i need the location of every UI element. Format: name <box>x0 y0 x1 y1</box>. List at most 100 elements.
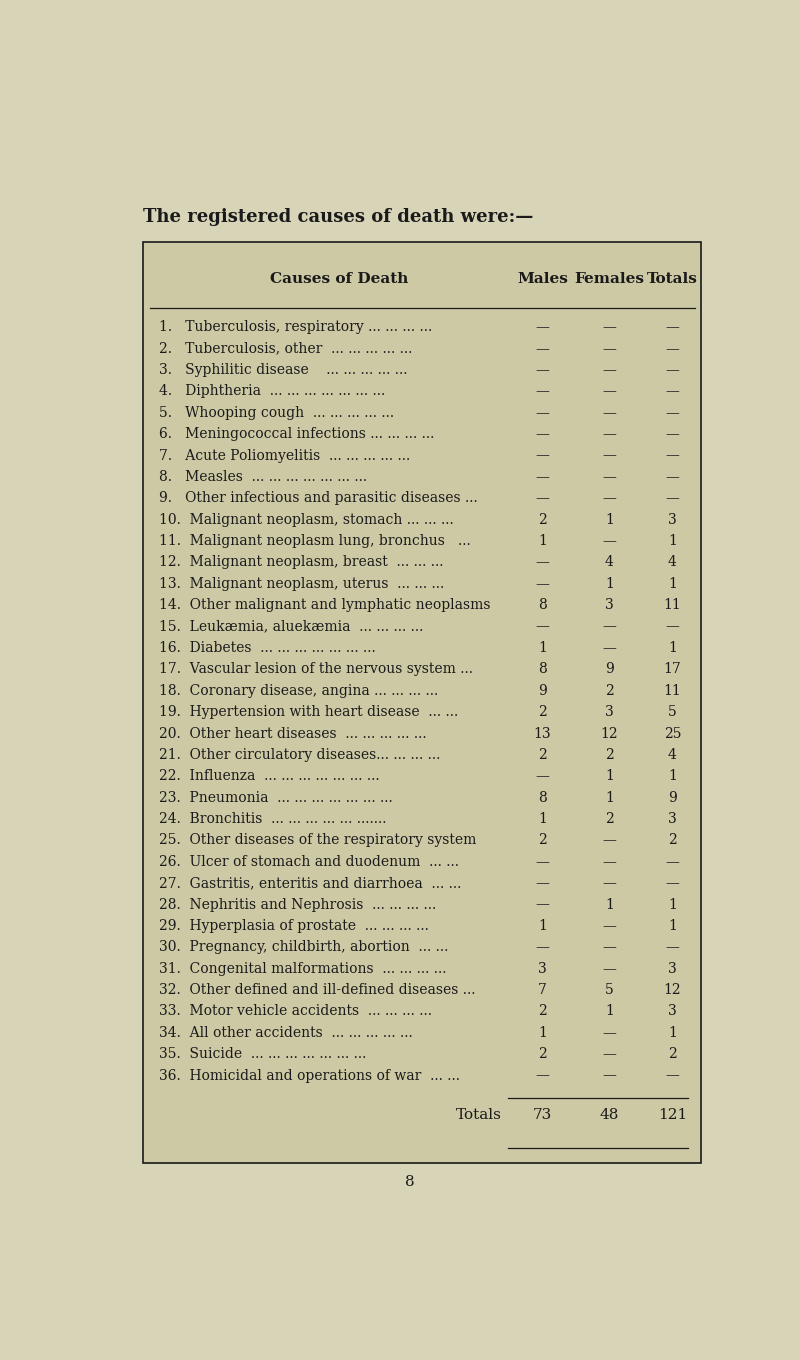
Text: 4: 4 <box>668 748 677 762</box>
Text: —: — <box>602 940 616 955</box>
Text: —: — <box>602 620 616 634</box>
Text: —: — <box>535 449 550 462</box>
Text: —: — <box>535 855 550 869</box>
Text: 27.  Gastritis, enteritis and diarrhoea  ... ...: 27. Gastritis, enteritis and diarrhoea .… <box>159 876 462 891</box>
Text: 15.  Leukæmia, aluekæmia  ... ... ... ...: 15. Leukæmia, aluekæmia ... ... ... ... <box>159 620 423 634</box>
Text: Males: Males <box>517 272 568 286</box>
Text: —: — <box>666 620 679 634</box>
Text: —: — <box>602 855 616 869</box>
Text: 5: 5 <box>605 983 614 997</box>
Text: 3: 3 <box>538 962 546 975</box>
Text: —: — <box>602 1047 616 1061</box>
Text: —: — <box>602 1069 616 1083</box>
Text: —: — <box>535 876 550 891</box>
Text: —: — <box>602 405 616 420</box>
Text: —: — <box>602 449 616 462</box>
Text: 33.  Motor vehicle accidents  ... ... ... ...: 33. Motor vehicle accidents ... ... ... … <box>159 1005 432 1019</box>
Text: —: — <box>535 940 550 955</box>
Text: 9.   Other infectious and parasitic diseases ...: 9. Other infectious and parasitic diseas… <box>159 491 478 506</box>
Text: —: — <box>602 534 616 548</box>
Text: 16.  Diabetes  ... ... ... ... ... ... ...: 16. Diabetes ... ... ... ... ... ... ... <box>159 641 376 656</box>
Text: 23.  Pneumonia  ... ... ... ... ... ... ...: 23. Pneumonia ... ... ... ... ... ... ..… <box>159 790 393 805</box>
Text: 7: 7 <box>538 983 547 997</box>
Text: 2.   Tuberculosis, other  ... ... ... ... ...: 2. Tuberculosis, other ... ... ... ... .… <box>159 341 412 356</box>
Text: —: — <box>602 641 616 656</box>
Text: 13: 13 <box>534 726 551 740</box>
Text: —: — <box>602 363 616 377</box>
Text: 9: 9 <box>668 790 677 805</box>
Text: 2: 2 <box>668 834 677 847</box>
Text: 18.  Coronary disease, angina ... ... ... ...: 18. Coronary disease, angina ... ... ...… <box>159 684 438 698</box>
Text: —: — <box>535 1069 550 1083</box>
Text: 13.  Malignant neoplasm, uterus  ... ... ...: 13. Malignant neoplasm, uterus ... ... .… <box>159 577 444 590</box>
Text: 31.  Congenital malformations  ... ... ... ...: 31. Congenital malformations ... ... ...… <box>159 962 446 975</box>
Text: —: — <box>535 898 550 911</box>
Text: —: — <box>535 491 550 506</box>
Text: 2: 2 <box>538 834 546 847</box>
Text: 20.  Other heart diseases  ... ... ... ... ...: 20. Other heart diseases ... ... ... ...… <box>159 726 426 740</box>
Text: 1: 1 <box>605 513 614 526</box>
Text: —: — <box>602 491 616 506</box>
Text: —: — <box>602 427 616 441</box>
Text: Totals: Totals <box>647 272 698 286</box>
Text: 34.  All other accidents  ... ... ... ... ...: 34. All other accidents ... ... ... ... … <box>159 1025 413 1040</box>
Text: 25: 25 <box>664 726 681 740</box>
Text: 2: 2 <box>538 1047 546 1061</box>
Text: 19.  Hypertension with heart disease  ... ...: 19. Hypertension with heart disease ... … <box>159 704 458 719</box>
Text: 2: 2 <box>538 513 546 526</box>
Text: 8: 8 <box>538 598 546 612</box>
Text: 25.  Other diseases of the respiratory system: 25. Other diseases of the respiratory sy… <box>159 834 476 847</box>
Text: —: — <box>602 471 616 484</box>
Text: 1: 1 <box>538 641 547 656</box>
Text: 5.   Whooping cough  ... ... ... ... ...: 5. Whooping cough ... ... ... ... ... <box>159 405 394 420</box>
Text: —: — <box>602 1025 616 1040</box>
Text: 32.  Other defined and ill-defined diseases ...: 32. Other defined and ill-defined diseas… <box>159 983 475 997</box>
Text: —: — <box>535 471 550 484</box>
Text: 35.  Suicide  ... ... ... ... ... ... ...: 35. Suicide ... ... ... ... ... ... ... <box>159 1047 366 1061</box>
Text: 12: 12 <box>663 983 681 997</box>
Text: 1: 1 <box>668 898 677 911</box>
Text: 12.  Malignant neoplasm, breast  ... ... ...: 12. Malignant neoplasm, breast ... ... .… <box>159 555 443 570</box>
Text: 22.  Influenza  ... ... ... ... ... ... ...: 22. Influenza ... ... ... ... ... ... ..… <box>159 770 379 783</box>
Text: 30.  Pregnancy, childbirth, abortion  ... ...: 30. Pregnancy, childbirth, abortion ... … <box>159 940 448 955</box>
Text: Females: Females <box>574 272 644 286</box>
Text: 3: 3 <box>668 962 677 975</box>
Text: 1: 1 <box>605 898 614 911</box>
Text: 17.  Vascular lesion of the nervous system ...: 17. Vascular lesion of the nervous syste… <box>159 662 473 676</box>
Text: 2: 2 <box>605 812 614 826</box>
Text: —: — <box>535 321 550 335</box>
Text: 1: 1 <box>605 1005 614 1019</box>
Text: —: — <box>535 620 550 634</box>
Text: 5: 5 <box>668 704 677 719</box>
Text: 2: 2 <box>668 1047 677 1061</box>
Text: 26.  Ulcer of stomach and duodenum  ... ...: 26. Ulcer of stomach and duodenum ... ..… <box>159 855 459 869</box>
Text: 28.  Nephritis and Nephrosis  ... ... ... ...: 28. Nephritis and Nephrosis ... ... ... … <box>159 898 436 911</box>
Text: 9: 9 <box>605 662 614 676</box>
Text: —: — <box>535 405 550 420</box>
Text: 2: 2 <box>538 704 546 719</box>
Text: 1: 1 <box>538 1025 547 1040</box>
Text: 48: 48 <box>600 1108 619 1122</box>
Text: —: — <box>535 385 550 398</box>
Text: —: — <box>666 341 679 356</box>
Text: 1: 1 <box>605 770 614 783</box>
Text: 12: 12 <box>601 726 618 740</box>
Text: 4: 4 <box>605 555 614 570</box>
Text: 3.   Syphilitic disease    ... ... ... ... ...: 3. Syphilitic disease ... ... ... ... ..… <box>159 363 407 377</box>
Text: —: — <box>535 555 550 570</box>
Text: —: — <box>602 385 616 398</box>
Text: 1: 1 <box>605 790 614 805</box>
Text: —: — <box>666 427 679 441</box>
Text: 1.   Tuberculosis, respiratory ... ... ... ...: 1. Tuberculosis, respiratory ... ... ...… <box>159 321 432 335</box>
Text: —: — <box>666 471 679 484</box>
Text: —: — <box>666 405 679 420</box>
Text: 10.  Malignant neoplasm, stomach ... ... ...: 10. Malignant neoplasm, stomach ... ... … <box>159 513 454 526</box>
Text: 73: 73 <box>533 1108 552 1122</box>
Text: 11: 11 <box>663 684 682 698</box>
Text: 3: 3 <box>605 704 614 719</box>
Text: 17: 17 <box>663 662 682 676</box>
Text: —: — <box>535 363 550 377</box>
Text: 7.   Acute Poliomyelitis  ... ... ... ... ...: 7. Acute Poliomyelitis ... ... ... ... .… <box>159 449 410 462</box>
Text: 21.  Other circulatory diseases... ... ... ...: 21. Other circulatory diseases... ... ..… <box>159 748 440 762</box>
Text: —: — <box>602 834 616 847</box>
